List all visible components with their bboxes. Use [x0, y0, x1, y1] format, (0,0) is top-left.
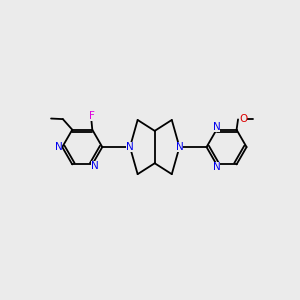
Text: N: N: [126, 142, 134, 152]
Text: N: N: [213, 122, 220, 132]
Text: O: O: [239, 114, 247, 124]
Text: N: N: [92, 161, 99, 171]
Text: N: N: [55, 142, 62, 152]
Text: N: N: [176, 142, 183, 152]
Text: F: F: [89, 111, 94, 121]
Text: N: N: [213, 162, 220, 172]
